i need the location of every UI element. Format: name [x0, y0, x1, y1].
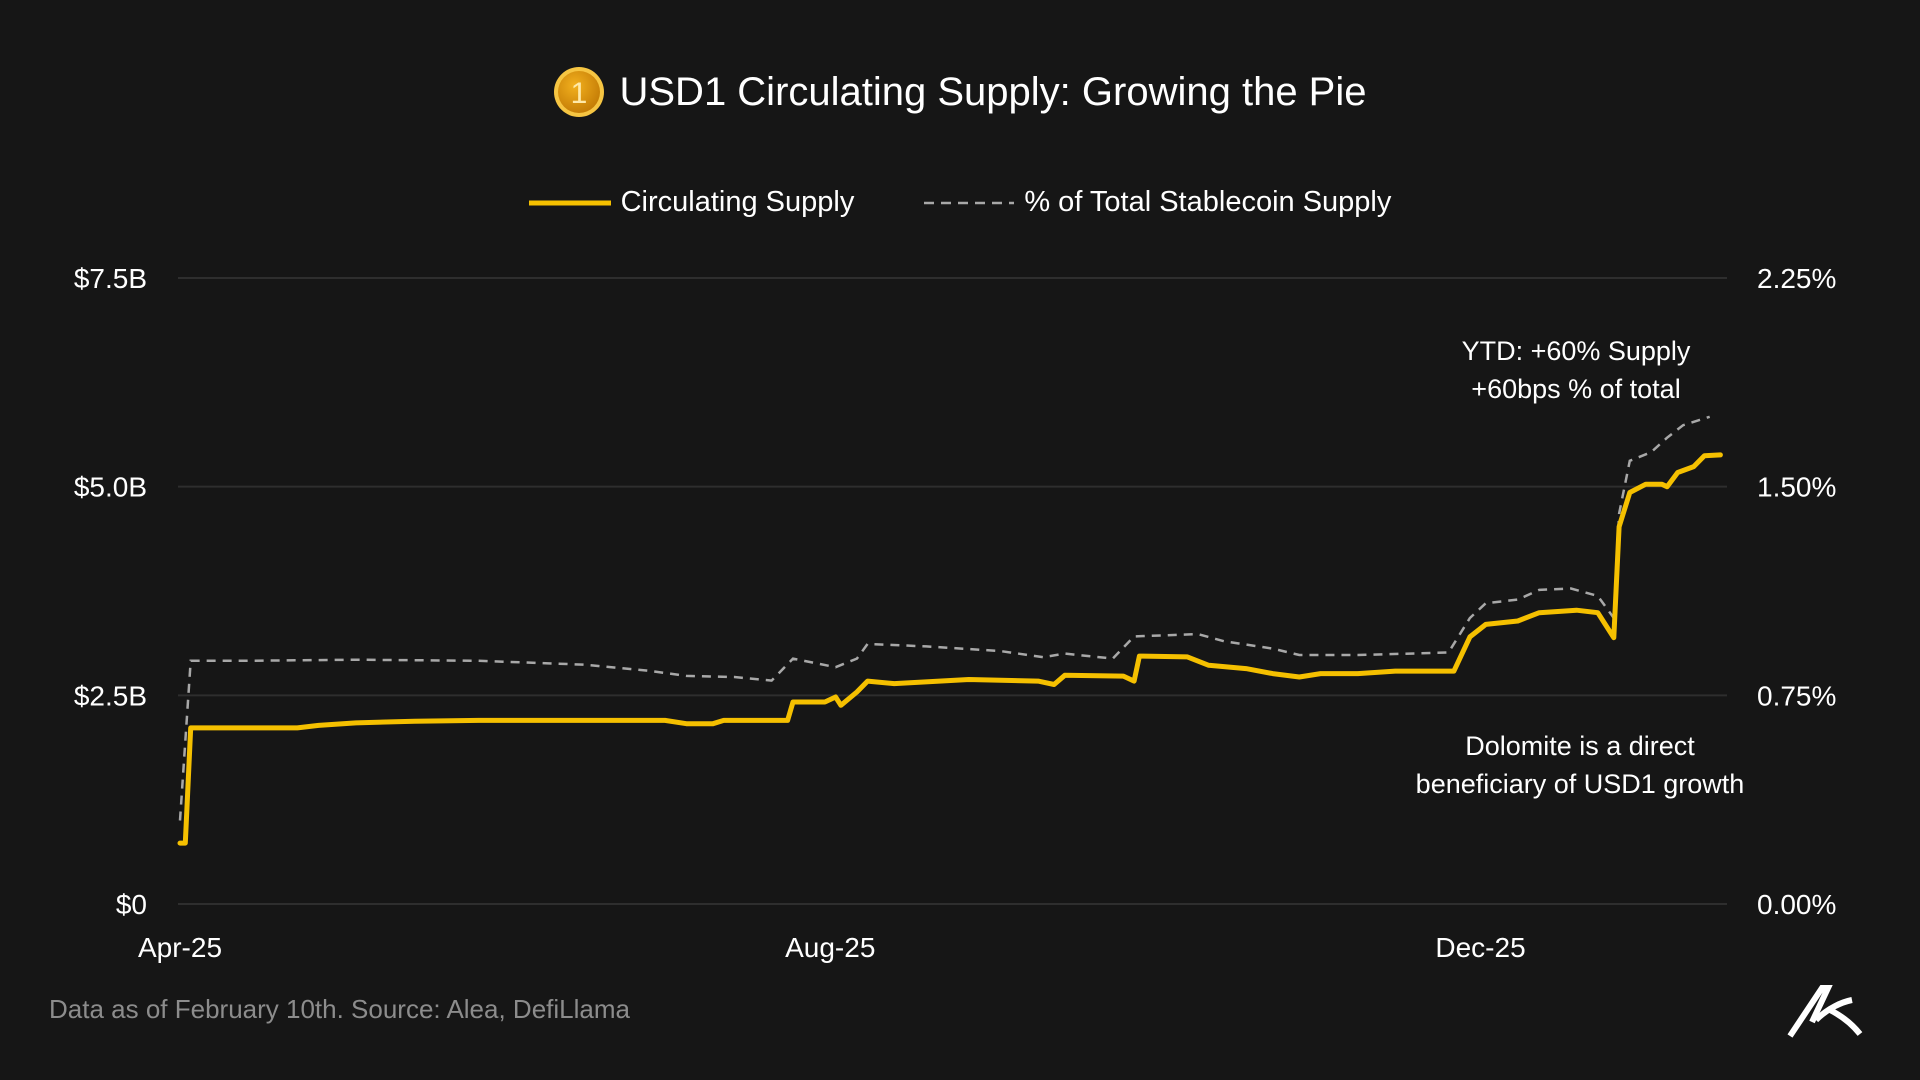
legend-label: Circulating Supply — [620, 186, 855, 218]
y-right-tick-label: 1.50% — [1757, 472, 1836, 503]
y-right-tick-label: 0.75% — [1757, 680, 1836, 711]
legend-dashed-line-icon — [924, 201, 1015, 204]
y-left-tick-label: $5.0B — [74, 472, 147, 503]
annotation-text: +60bps % of total — [1471, 374, 1680, 404]
annotation-text: YTD: +60% Supply — [1462, 336, 1691, 366]
annotation-text: Dolomite is a direct — [1465, 731, 1695, 761]
legend: Circulating Supply % of Total Stablecoin… — [0, 186, 1920, 219]
legend-solid-line-icon — [528, 200, 611, 205]
legend-item-share: % of Total Stablecoin Supply — [924, 186, 1391, 219]
annotation-text: beneficiary of USD1 growth — [1416, 769, 1745, 799]
y-left-tick-label: $0 — [116, 889, 147, 920]
legend-label: % of Total Stablecoin Supply — [1024, 186, 1392, 218]
x-tick-label: Apr-25 — [138, 932, 222, 963]
alea-logo — [1787, 985, 1863, 1038]
y-right-tick-label: 2.25% — [1757, 263, 1836, 294]
y-right-tick-label: 0.00% — [1757, 889, 1836, 920]
x-tick-label: Aug-25 — [785, 932, 875, 963]
y-left-tick-label: $2.5B — [74, 680, 147, 711]
legend-item-supply: Circulating Supply — [528, 186, 855, 219]
svg-text:1: 1 — [571, 77, 588, 110]
y-left-tick-label: $7.5B — [74, 263, 147, 294]
title-text: USD1 Circulating Supply: Growing the Pie — [619, 69, 1367, 114]
x-tick-label: Dec-25 — [1435, 932, 1525, 963]
source-footer: Data as of February 10th. Source: Alea, … — [49, 994, 630, 1024]
supply-series-line — [177, 452, 1723, 846]
chart-title: 1 USD1 Circulating Supply: Growing the P… — [0, 66, 1920, 118]
usd1-coin-icon: 1 — [554, 67, 605, 117]
share-series-line — [178, 415, 1711, 821]
